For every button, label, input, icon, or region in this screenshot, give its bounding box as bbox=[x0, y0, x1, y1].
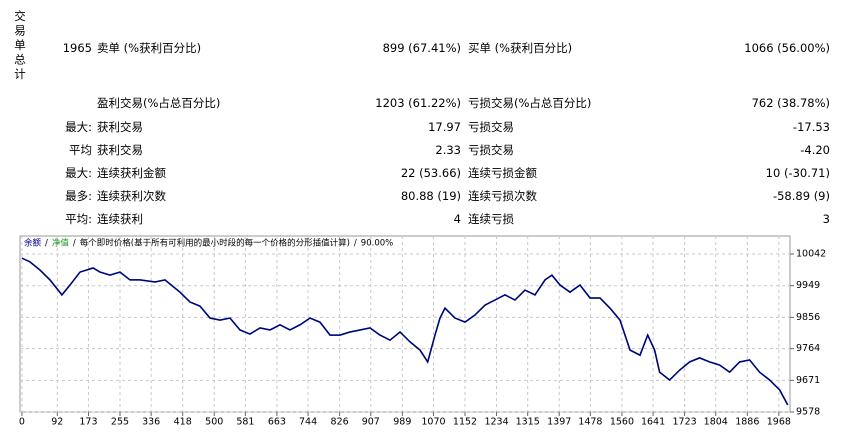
side-label: 交易单总计 bbox=[13, 10, 27, 83]
table-cell: 17.97 bbox=[428, 120, 461, 134]
table-cell: 获利交易 bbox=[97, 120, 143, 134]
x-tick-label: 744 bbox=[299, 417, 317, 428]
x-tick-label: 826 bbox=[331, 417, 349, 428]
table-cell: -17.53 bbox=[792, 120, 830, 134]
table-cell: 平均: bbox=[65, 212, 92, 226]
legend-separator: / bbox=[45, 239, 48, 249]
x-tick-label: 1152 bbox=[453, 417, 477, 428]
table-cell: 连续亏损 bbox=[468, 212, 514, 226]
x-tick-label: 1478 bbox=[578, 417, 602, 428]
x-tick-label: 1641 bbox=[641, 417, 665, 428]
x-tick-label: 1804 bbox=[704, 417, 728, 428]
table-cell: 卖单 (%获利百分比) bbox=[97, 41, 202, 55]
legend-entry: 余额 bbox=[24, 238, 42, 249]
table-cell: 80.88 (19) bbox=[400, 189, 461, 203]
y-tick-label: 10042 bbox=[796, 249, 826, 260]
x-tick-label: 989 bbox=[393, 417, 411, 428]
table-cell: 亏损交易 bbox=[468, 120, 514, 134]
table-cell: 最多: bbox=[65, 189, 92, 203]
x-tick-label: 255 bbox=[111, 417, 129, 428]
y-tick-label: 9578 bbox=[796, 407, 820, 418]
table-cell: -4.20 bbox=[800, 143, 830, 157]
x-tick-label: 1234 bbox=[484, 417, 508, 428]
x-tick-label: 92 bbox=[51, 417, 63, 428]
y-tick-label: 9856 bbox=[796, 312, 820, 323]
table-cell: 1066 (56.00%) bbox=[744, 41, 830, 55]
x-tick-label: 1968 bbox=[767, 417, 791, 428]
x-tick-label: 1315 bbox=[516, 417, 540, 428]
y-tick-label: 9671 bbox=[796, 375, 820, 386]
table-cell: 2.33 bbox=[435, 143, 461, 157]
x-tick-label: 336 bbox=[142, 417, 160, 428]
x-tick-label: 581 bbox=[236, 417, 254, 428]
table-cell: 连续获利金额 bbox=[97, 166, 166, 180]
table-cell: 3 bbox=[822, 212, 830, 226]
legend-separator: / bbox=[73, 239, 76, 249]
table-cell: 买单 (%获利百分比) bbox=[468, 41, 573, 55]
table-cell: 盈利交易(%占总百分比) bbox=[97, 96, 221, 110]
x-tick-label: 907 bbox=[362, 417, 380, 428]
y-tick-label: 9949 bbox=[796, 280, 820, 291]
y-tick-label: 9764 bbox=[796, 343, 820, 354]
x-tick-label: 1397 bbox=[547, 417, 571, 428]
table-cell: 最大: bbox=[65, 166, 92, 180]
x-tick-label: 1886 bbox=[735, 417, 759, 428]
table-cell: 连续亏损次数 bbox=[468, 189, 537, 203]
table-cell: 连续亏损金额 bbox=[468, 166, 537, 180]
table-cell: 亏损交易(%占总百分比) bbox=[468, 96, 592, 110]
x-tick-label: 1723 bbox=[673, 417, 697, 428]
table-cell: -58.89 (9) bbox=[772, 189, 830, 203]
plot-area bbox=[19, 235, 791, 413]
table-cell: 1965 bbox=[62, 41, 92, 55]
table-cell: 762 (38.78%) bbox=[751, 96, 830, 110]
legend-separator: / bbox=[354, 239, 357, 249]
x-tick-label: 173 bbox=[79, 417, 97, 428]
table-cell: 最大: bbox=[65, 120, 92, 134]
x-tick-label: 0 bbox=[19, 417, 25, 428]
table-cell: 10 (-30.71) bbox=[765, 166, 830, 180]
legend-note: 每个即时价格(基于所有可利用的最小时段的每一个价格的分形插值计算) bbox=[80, 238, 350, 249]
x-tick-label: 1560 bbox=[610, 417, 634, 428]
table-cell: 亏损交易 bbox=[468, 143, 514, 157]
x-tick-label: 663 bbox=[268, 417, 286, 428]
legend-quality: 90.00% bbox=[361, 239, 393, 249]
table-cell: 连续获利次数 bbox=[97, 189, 166, 203]
legend-entry: 净值 bbox=[52, 238, 70, 249]
table-cell: 22 (53.66) bbox=[400, 166, 461, 180]
x-tick-label: 500 bbox=[205, 417, 223, 428]
table-cell: 1203 (61.22%) bbox=[375, 96, 461, 110]
table-cell: 4 bbox=[453, 212, 461, 226]
x-tick-label: 1070 bbox=[421, 417, 445, 428]
table-cell: 获利交易 bbox=[97, 143, 143, 157]
x-tick-label: 418 bbox=[174, 417, 192, 428]
table-cell: 平均 bbox=[69, 143, 92, 157]
series-line bbox=[21, 257, 789, 406]
table-cell: 连续获利 bbox=[97, 212, 143, 226]
table-cell: 899 (67.41%) bbox=[382, 41, 461, 55]
